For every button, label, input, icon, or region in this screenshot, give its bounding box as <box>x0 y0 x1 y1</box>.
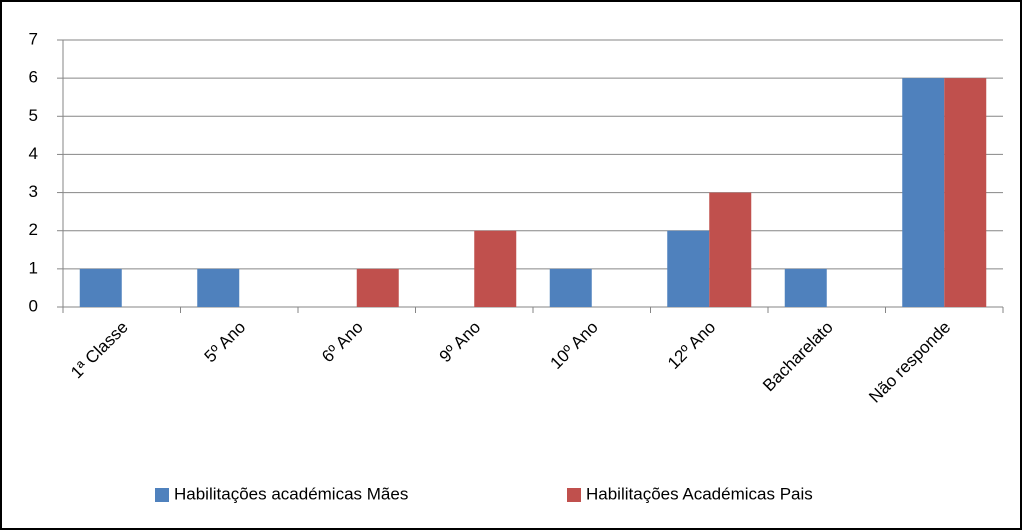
bar <box>549 268 592 307</box>
bar <box>667 230 710 307</box>
bar <box>356 268 399 307</box>
y-tick-label: 4 <box>29 144 38 163</box>
y-tick-label: 1 <box>29 258 38 277</box>
y-tick-label: 7 <box>29 29 38 48</box>
bar <box>197 268 240 307</box>
y-tick-label: 5 <box>29 106 38 125</box>
legend-label: Habilitações Académicas Pais <box>586 484 813 503</box>
legend-label: Habilitações académicas Mães <box>174 484 408 503</box>
bar <box>944 78 987 308</box>
legend-swatch <box>567 488 581 502</box>
bar <box>784 268 827 307</box>
y-tick-label: 2 <box>29 220 38 239</box>
bar <box>902 78 945 308</box>
bar <box>474 230 517 307</box>
bar <box>709 192 752 307</box>
y-tick-label: 0 <box>29 296 38 315</box>
bar <box>79 268 122 307</box>
legend-swatch <box>155 488 169 502</box>
y-tick-label: 3 <box>29 182 38 201</box>
y-tick-label: 6 <box>29 68 38 87</box>
